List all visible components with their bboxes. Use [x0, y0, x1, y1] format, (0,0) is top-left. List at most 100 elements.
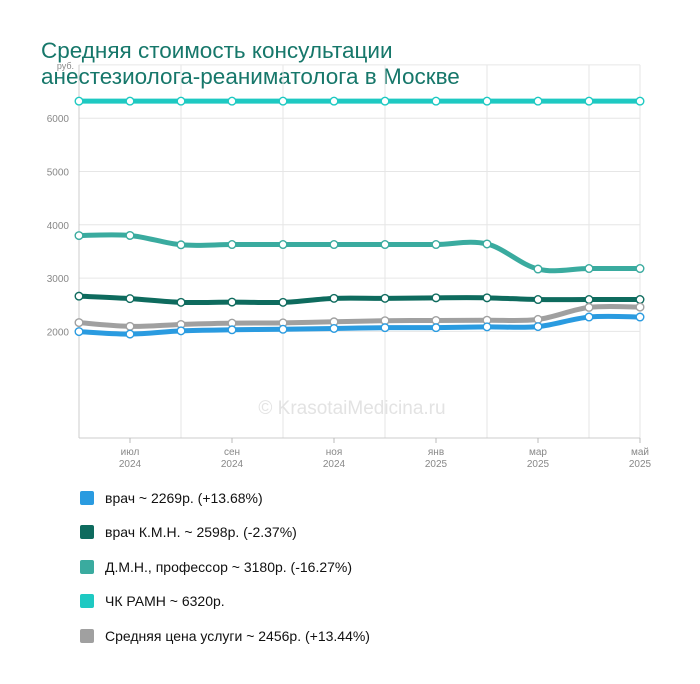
- x-tick-label-year: 2025: [425, 459, 448, 470]
- data-point: [380, 323, 390, 333]
- data-point: [380, 293, 390, 303]
- data-point: [635, 295, 645, 305]
- data-point: [329, 96, 339, 106]
- data-point: [431, 293, 441, 303]
- x-tick-label-year: 2024: [323, 459, 346, 470]
- x-tick-label-year: 2024: [119, 459, 142, 470]
- data-point: [74, 327, 84, 337]
- legend-label: врач ~ 2269р. (+13.68%): [105, 489, 263, 506]
- legend-swatch: [80, 628, 94, 643]
- data-point: [431, 315, 441, 325]
- chart-axes: 20003000400050006000руб.июл2024сен2024но…: [47, 61, 652, 470]
- data-point: [176, 297, 186, 307]
- data-point: [227, 240, 237, 250]
- data-point: [482, 96, 492, 106]
- data-point: [125, 329, 135, 339]
- data-point: [380, 96, 390, 106]
- y-unit-label: руб.: [57, 61, 74, 71]
- chart-title-line-2: анестезиолога-реаниматолога в Москве: [41, 64, 460, 89]
- legend-item[interactable]: Д.М.Н., профессор ~ 3180р. (-16.27%): [80, 555, 370, 578]
- data-point: [533, 314, 543, 324]
- x-tick-label-month: мар: [529, 447, 547, 458]
- chart-title: Средняя стоимость консультации анестезио…: [41, 38, 661, 90]
- data-point: [125, 321, 135, 331]
- data-point: [74, 96, 84, 106]
- chart-title-line-1: Средняя стоимость консультации: [41, 38, 393, 63]
- data-point: [584, 96, 594, 106]
- data-point: [584, 312, 594, 322]
- data-point: [482, 322, 492, 332]
- data-point: [431, 96, 441, 106]
- chart-grid: [78, 64, 641, 438]
- chart-series: [74, 96, 645, 339]
- data-point: [74, 231, 84, 241]
- data-point: [431, 240, 441, 250]
- data-point: [329, 240, 339, 250]
- data-point: [635, 302, 645, 312]
- y-tick-label: 2000: [47, 327, 70, 338]
- series-line: [76, 293, 643, 306]
- data-point: [482, 293, 492, 303]
- data-point: [533, 264, 543, 274]
- legend-label: ЧК РАМН ~ 6320р.: [105, 593, 225, 609]
- data-point: [380, 240, 390, 250]
- series-group: [74, 312, 645, 339]
- legend-swatch: [80, 594, 94, 608]
- data-point: [635, 96, 645, 106]
- data-point: [584, 264, 594, 274]
- data-point: [635, 312, 645, 322]
- legend-swatch: [80, 525, 94, 539]
- data-point: [329, 323, 339, 333]
- data-point: [533, 96, 543, 106]
- data-point: [227, 297, 237, 307]
- legend-swatch: [80, 559, 94, 574]
- data-point: [176, 96, 186, 106]
- data-point: [584, 295, 594, 305]
- data-point: [278, 324, 288, 334]
- legend-label: Средняя цена услуги ~ 2456р. (+13.44%): [105, 627, 370, 644]
- watermark-text: © KrasotaiMedicina.ru: [258, 398, 445, 419]
- x-tick-label-month: сен: [224, 447, 240, 458]
- chart-legend: врач ~ 2269р. (+13.68%) врач К.М.Н. ~ 259…: [80, 486, 370, 659]
- legend-item[interactable]: ЧК РАМН ~ 6320р.: [80, 590, 370, 613]
- data-point: [176, 240, 186, 250]
- data-point: [329, 293, 339, 303]
- x-tick-label-month: янв: [428, 447, 444, 458]
- data-point: [125, 294, 135, 304]
- x-tick-label-year: 2024: [221, 459, 244, 470]
- series-line: [76, 232, 643, 274]
- data-point: [125, 230, 135, 240]
- y-tick-label: 3000: [47, 274, 70, 285]
- x-tick-label-year: 2025: [629, 459, 652, 470]
- data-point: [278, 297, 288, 307]
- data-point: [482, 239, 492, 249]
- series-group: [74, 96, 645, 106]
- x-tick-label-month: май: [631, 447, 649, 458]
- y-tick-label: 6000: [47, 114, 70, 125]
- data-point: [431, 323, 441, 333]
- x-tick-label-month: июл: [121, 447, 140, 458]
- data-point: [278, 240, 288, 250]
- legend-label: Д.М.Н., профессор ~ 3180р. (-16.27%): [105, 558, 353, 575]
- data-point: [584, 302, 594, 312]
- legend-item[interactable]: Средняя цена услуги ~ 2456р. (+13.44%): [80, 624, 370, 647]
- data-point: [74, 291, 84, 301]
- data-point: [176, 326, 186, 336]
- x-tick-label-month: ноя: [326, 447, 343, 458]
- series-group: [74, 291, 645, 307]
- legend-item[interactable]: врач К.М.Н. ~ 2598р. (-2.37%): [80, 521, 370, 544]
- y-tick-label: 4000: [47, 221, 70, 232]
- legend-item[interactable]: врач ~ 2269р. (+13.68%): [80, 486, 370, 509]
- legend-label: врач К.М.Н. ~ 2598р. (-2.37%): [105, 524, 297, 540]
- data-point: [227, 325, 237, 335]
- data-point: [635, 264, 645, 274]
- data-point: [533, 322, 543, 332]
- data-point: [278, 96, 288, 106]
- legend-swatch: [80, 490, 94, 505]
- data-point: [533, 295, 543, 305]
- data-point: [227, 96, 237, 106]
- data-point: [125, 96, 135, 106]
- y-tick-label: 5000: [47, 168, 70, 179]
- data-point: [74, 318, 84, 328]
